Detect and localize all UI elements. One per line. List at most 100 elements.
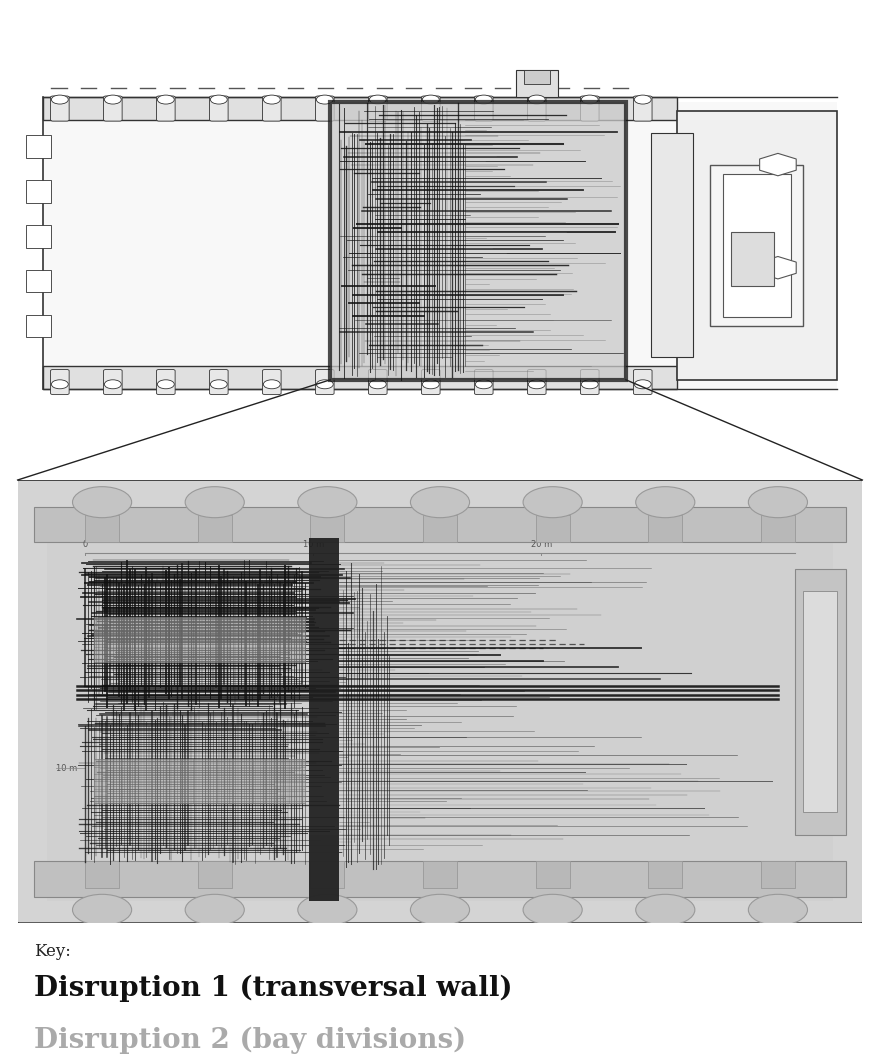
Circle shape [582,380,598,388]
Circle shape [72,895,132,925]
Circle shape [410,895,470,925]
Circle shape [410,486,470,518]
Bar [34,506,846,542]
Bar [649,861,682,887]
Circle shape [635,895,695,925]
Bar [761,861,795,887]
Text: 10 m: 10 m [303,540,324,549]
Circle shape [263,380,280,388]
Bar [651,133,693,358]
Circle shape [475,380,492,388]
Circle shape [316,380,334,388]
Circle shape [263,95,280,104]
Bar [423,861,457,887]
Circle shape [316,95,334,104]
FancyBboxPatch shape [104,96,122,121]
Circle shape [422,380,439,388]
Bar [198,516,231,542]
Bar [423,516,457,542]
FancyBboxPatch shape [50,369,70,395]
Circle shape [528,95,546,104]
Circle shape [105,380,121,388]
FancyBboxPatch shape [209,96,228,121]
Circle shape [210,95,227,104]
FancyBboxPatch shape [262,96,281,121]
Circle shape [748,895,808,925]
Text: Disruption 1 (transversal wall): Disruption 1 (transversal wall) [34,975,513,1001]
Bar [311,861,344,887]
Circle shape [523,895,583,925]
Circle shape [634,380,651,388]
Bar [85,861,119,887]
FancyBboxPatch shape [157,96,175,121]
Text: Key:: Key: [34,943,71,960]
Circle shape [475,95,492,104]
Bar [536,516,569,542]
FancyBboxPatch shape [369,369,387,395]
FancyBboxPatch shape [157,369,175,395]
Bar [795,569,846,835]
Circle shape [748,486,808,518]
FancyBboxPatch shape [634,96,652,121]
Bar [34,861,846,897]
Circle shape [370,380,386,388]
Text: 0: 0 [83,540,88,549]
FancyBboxPatch shape [16,479,864,924]
Text: 20 m: 20 m [531,540,552,549]
Text: Disruption 2 (bay divisions): Disruption 2 (bay divisions) [34,1027,466,1054]
Circle shape [210,380,227,388]
Circle shape [634,95,651,104]
Bar [803,591,837,812]
Bar [26,270,51,292]
FancyBboxPatch shape [581,369,599,395]
Bar [43,97,677,119]
Bar [43,366,677,388]
FancyBboxPatch shape [369,96,387,121]
Circle shape [185,895,245,925]
Bar [26,135,51,158]
FancyBboxPatch shape [527,369,546,395]
FancyBboxPatch shape [634,369,652,395]
Bar [761,516,795,542]
FancyBboxPatch shape [581,96,599,121]
Circle shape [635,486,695,518]
Circle shape [582,95,598,104]
Bar [26,314,51,338]
Bar [26,225,51,248]
Bar [48,511,832,901]
Bar [93,617,304,661]
Circle shape [51,380,69,388]
FancyBboxPatch shape [50,96,70,121]
Bar [309,538,339,901]
Bar [731,232,774,286]
Circle shape [528,380,546,388]
Bar [649,516,682,542]
Circle shape [51,95,69,104]
Circle shape [523,486,583,518]
Bar [677,111,837,380]
Bar [524,71,550,83]
FancyBboxPatch shape [422,96,440,121]
Text: 10 m: 10 m [55,764,77,772]
FancyBboxPatch shape [474,96,493,121]
Circle shape [297,486,357,518]
Bar [710,165,803,326]
Bar [309,835,339,901]
FancyBboxPatch shape [209,369,228,395]
Circle shape [72,486,132,518]
Bar [536,861,569,887]
Circle shape [297,895,357,925]
Circle shape [422,95,439,104]
Bar [330,101,626,380]
FancyBboxPatch shape [104,369,122,395]
Bar [43,101,837,388]
Circle shape [185,486,245,518]
Circle shape [370,95,386,104]
FancyBboxPatch shape [316,369,334,395]
Bar [516,71,558,97]
FancyBboxPatch shape [527,96,546,121]
FancyBboxPatch shape [316,96,334,121]
FancyBboxPatch shape [474,369,493,395]
Bar [85,516,119,542]
Bar [93,760,304,804]
